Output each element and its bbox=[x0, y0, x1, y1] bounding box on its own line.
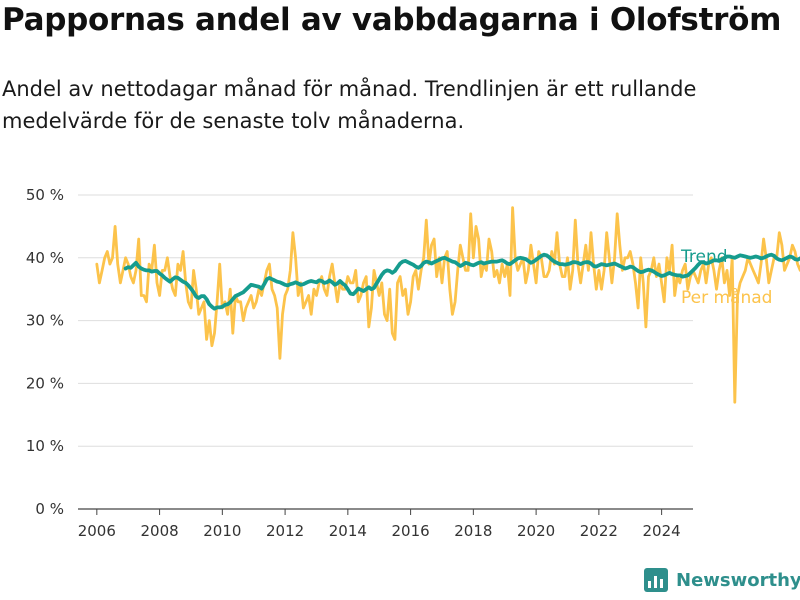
y-tick-label: 40 % bbox=[26, 249, 64, 267]
legend-label-per-manad: Per månad bbox=[681, 287, 772, 308]
y-tick-label: 10 % bbox=[26, 437, 64, 455]
y-tick-label: 30 % bbox=[26, 312, 64, 330]
series-line-trend bbox=[123, 252, 800, 311]
x-tick-label: 2010 bbox=[203, 522, 241, 540]
x-tick-label: 2020 bbox=[517, 522, 555, 540]
y-tick-label: 50 % bbox=[26, 186, 64, 204]
x-tick-label: 2022 bbox=[580, 522, 618, 540]
y-tick-label: 20 % bbox=[26, 374, 64, 392]
x-tick-label: 2016 bbox=[392, 522, 430, 540]
x-tick-label: 2024 bbox=[643, 522, 681, 540]
x-tick-label: 2018 bbox=[454, 522, 492, 540]
x-tick-label: 2008 bbox=[140, 522, 178, 540]
brand-logo: Newsworthy bbox=[644, 568, 800, 592]
page-subtitle: Andel av nettodagar månad för månad. Tre… bbox=[2, 77, 697, 133]
x-tick-label: 2014 bbox=[329, 522, 367, 540]
x-tick-label: 2006 bbox=[78, 522, 116, 540]
legend-label-trend: Trend bbox=[680, 247, 728, 267]
x-tick-label: 2012 bbox=[266, 522, 304, 540]
brand-name: Newsworthy bbox=[676, 569, 800, 591]
y-tick-label: 0 % bbox=[35, 500, 64, 518]
page-title: Pappornas andel av vabbdagarna i Olofstr… bbox=[2, 2, 782, 38]
newsworthy-logo-icon bbox=[644, 568, 668, 592]
